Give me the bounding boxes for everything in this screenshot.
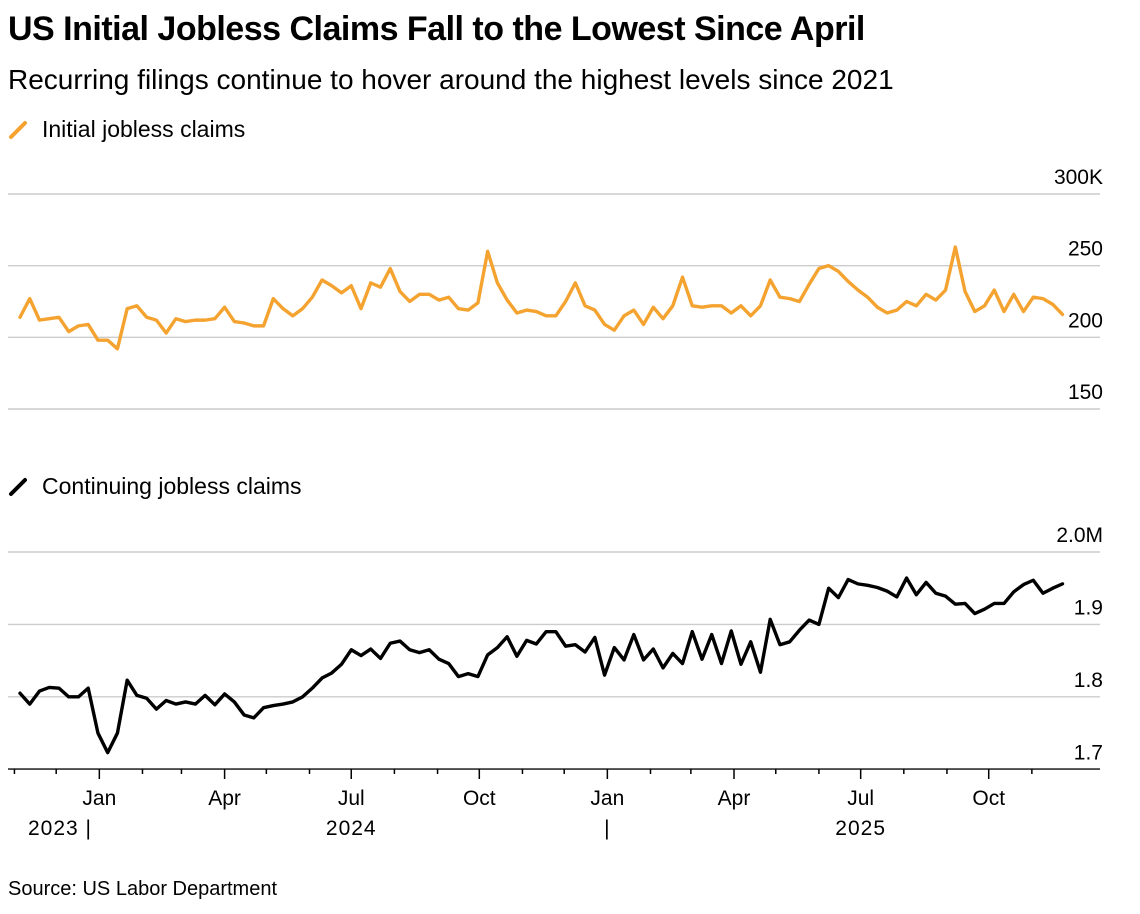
legend-continuing-label: Continuing jobless claims — [42, 473, 302, 499]
chart-subtitle: Recurring filings continue to hover arou… — [8, 64, 894, 95]
initial-series-line — [18, 245, 1065, 351]
initial-ytick-label-300K: 300K — [1054, 166, 1103, 189]
continuing-ytick-label-1.8: 1.8 — [1074, 669, 1103, 692]
continuing-series-line — [18, 576, 1065, 755]
legend-initial-label: Initial jobless claims — [42, 116, 246, 142]
x-tick-label-oct: Oct — [972, 787, 1005, 810]
legend-continuing-swatch-icon — [9, 477, 27, 496]
x-year-label-1: 2024 — [326, 817, 377, 840]
x-tick-label-apr: Apr — [208, 787, 241, 810]
continuing-ytick-label-1.9: 1.9 — [1074, 596, 1103, 619]
continuing-ytick-label-1.7: 1.7 — [1074, 741, 1103, 764]
x-year-label-3: 2025 — [835, 817, 886, 840]
initial-ytick-label-250: 250 — [1068, 238, 1103, 261]
x-tick-label-jan: Jan — [82, 787, 116, 810]
x-tick-label-jul: Jul — [338, 787, 365, 810]
x-year-label-2: | — [604, 817, 610, 840]
legend-initial-swatch-icon — [9, 120, 27, 139]
x-tick-label-oct: Oct — [463, 787, 496, 810]
continuing-ytick-label-2.0M: 2.0M — [1056, 524, 1103, 547]
initial-ytick-label-200: 200 — [1068, 309, 1103, 332]
chart-title: US Initial Jobless Claims Fall to the Lo… — [8, 10, 865, 48]
initial-ytick-label-150: 150 — [1068, 381, 1103, 404]
source-note: Source: US Labor Department — [8, 878, 278, 900]
x-tick-label-apr: Apr — [718, 787, 751, 810]
x-year-label-0: 2023 | — [28, 817, 92, 840]
legend-initial: Initial jobless claims — [8, 116, 245, 143]
x-tick-label-jan: Jan — [590, 787, 624, 810]
x-tick-label-jul: Jul — [847, 787, 874, 810]
legend-continuing: Continuing jobless claims — [8, 473, 302, 500]
